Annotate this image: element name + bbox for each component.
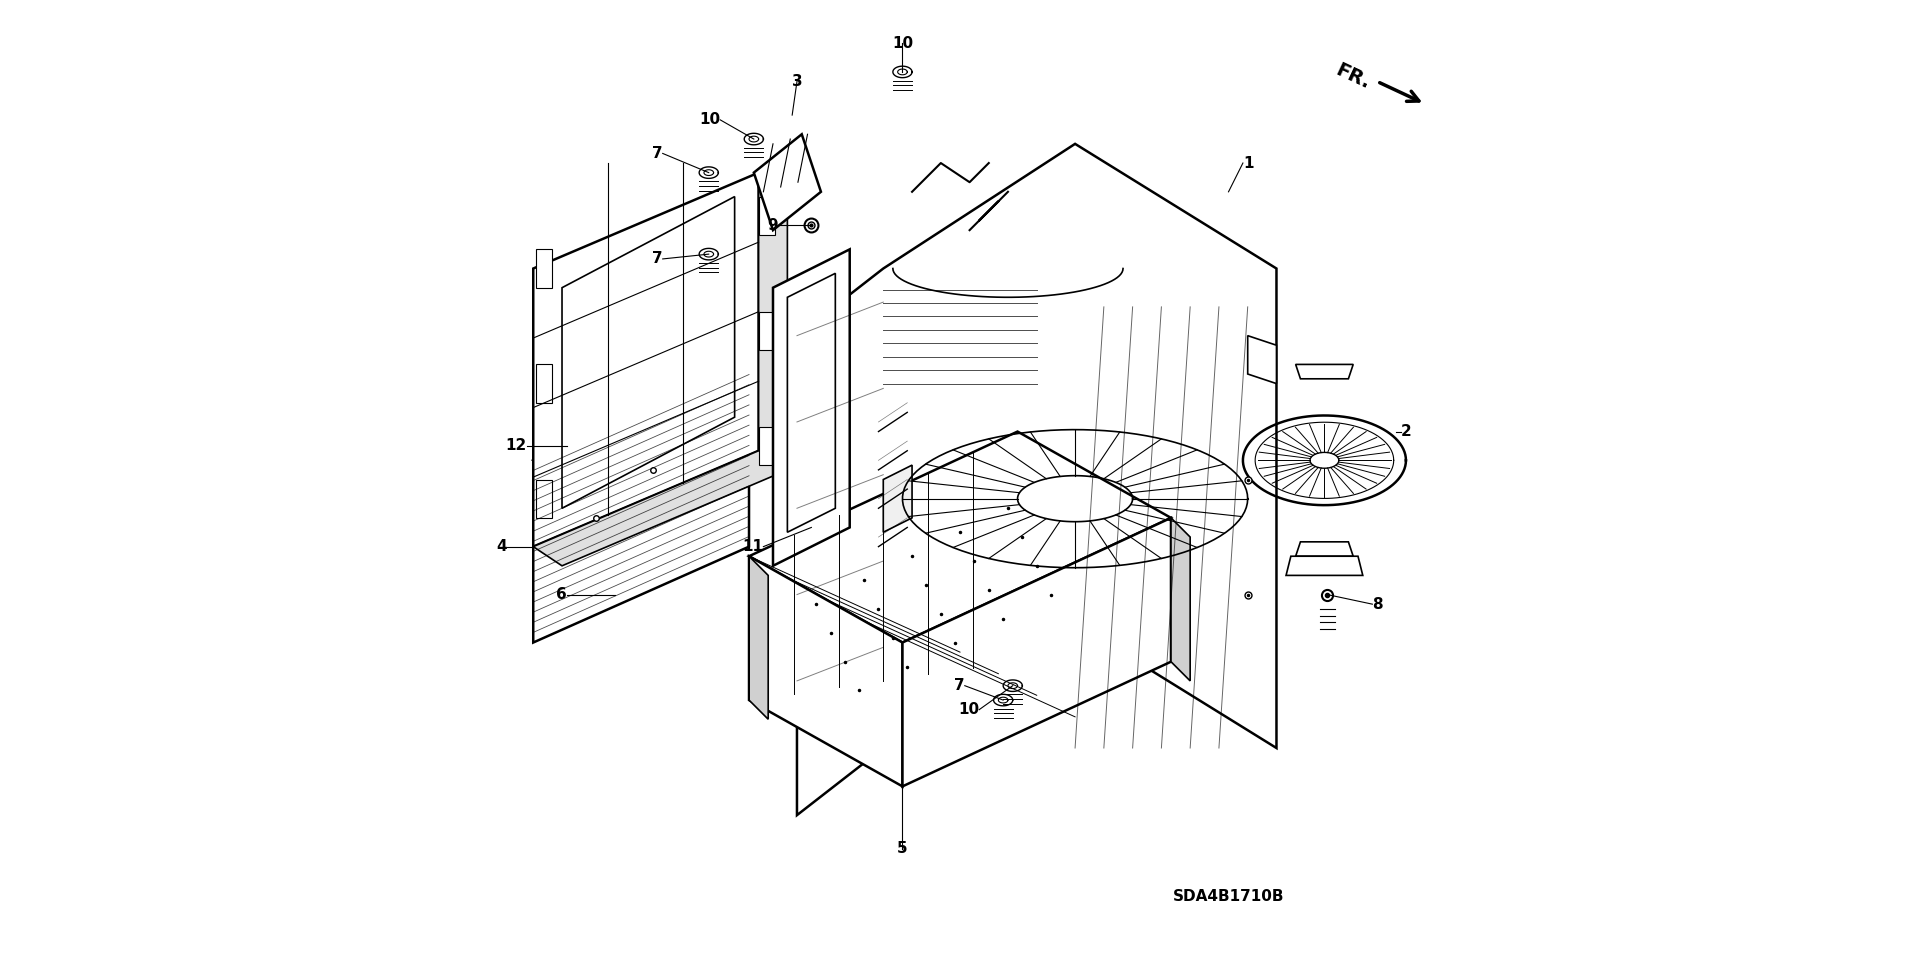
Polygon shape xyxy=(1171,518,1190,681)
Text: FR.: FR. xyxy=(1332,60,1373,93)
Text: 10: 10 xyxy=(893,35,914,51)
Text: 7: 7 xyxy=(653,146,662,161)
Text: 7: 7 xyxy=(954,678,964,693)
Text: 2: 2 xyxy=(1402,424,1411,439)
Text: SDA4B1710B: SDA4B1710B xyxy=(1173,889,1284,904)
Polygon shape xyxy=(758,173,787,470)
Text: 3: 3 xyxy=(791,74,803,89)
Text: 12: 12 xyxy=(505,438,526,454)
Text: 9: 9 xyxy=(768,218,778,233)
Polygon shape xyxy=(536,364,553,403)
Text: 7: 7 xyxy=(653,251,662,267)
Polygon shape xyxy=(797,144,1277,815)
Text: 10: 10 xyxy=(958,702,979,717)
Polygon shape xyxy=(758,312,776,350)
Polygon shape xyxy=(787,273,835,532)
Text: 6: 6 xyxy=(557,587,566,602)
Polygon shape xyxy=(536,249,553,288)
Polygon shape xyxy=(749,432,1171,643)
Polygon shape xyxy=(758,427,776,465)
Polygon shape xyxy=(758,197,776,235)
Text: 8: 8 xyxy=(1373,596,1382,612)
Polygon shape xyxy=(1286,556,1363,575)
Polygon shape xyxy=(534,364,774,480)
Polygon shape xyxy=(534,173,758,547)
Polygon shape xyxy=(749,556,902,786)
Text: 5: 5 xyxy=(897,841,908,856)
Polygon shape xyxy=(534,451,787,566)
Text: 1: 1 xyxy=(1242,155,1254,171)
Text: 10: 10 xyxy=(699,112,720,128)
Polygon shape xyxy=(902,518,1171,786)
Text: 4: 4 xyxy=(497,539,507,554)
Text: 11: 11 xyxy=(743,539,764,554)
Polygon shape xyxy=(774,249,851,566)
Polygon shape xyxy=(1296,542,1354,556)
Polygon shape xyxy=(749,556,768,719)
Polygon shape xyxy=(883,465,912,532)
Polygon shape xyxy=(534,364,749,643)
Polygon shape xyxy=(563,197,735,508)
Polygon shape xyxy=(1296,364,1354,379)
Polygon shape xyxy=(536,480,553,518)
Polygon shape xyxy=(1248,336,1277,384)
Polygon shape xyxy=(755,134,822,230)
